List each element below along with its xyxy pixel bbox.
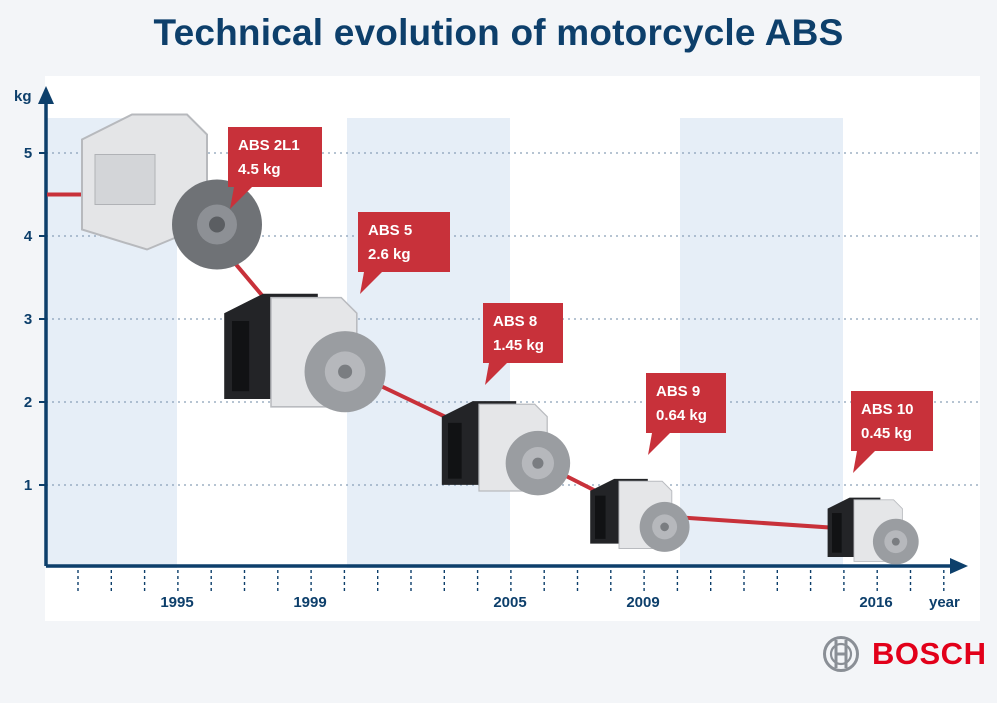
callout-pointer [360,272,382,294]
callout-box [851,391,933,451]
abs-units [81,113,919,565]
callout-weight: 0.64 kg [656,407,707,424]
callout-pointer [853,451,875,473]
callout-model: ABS 5 [368,222,412,239]
brand-name: BOSCH [872,636,987,671]
chart-title: Technical evolution of motorcycle ABS [153,12,844,53]
x-tick-labels: 1995 1999 2005 2009 2016 [160,594,892,611]
callout-box [483,303,563,363]
background-bands [45,118,843,568]
band-2 [347,118,510,568]
callout-box [646,373,726,433]
x-tick-label: 2016 [859,594,892,611]
x-axis-arrow-icon [950,558,968,574]
abs-unit-3 [441,401,571,496]
brand-logo: BOSCH [822,634,986,674]
x-minor-ticks [77,570,945,592]
band-3 [680,118,843,568]
y-tick-label: 2 [24,394,32,411]
callout-5: ABS 10 0.45 kg [851,391,933,473]
x-tick-label: 1999 [293,594,326,611]
callout-pointer [485,363,507,385]
bosch-armature-icon [823,636,859,672]
callout-model: ABS 8 [493,313,537,330]
y-tick-label: 1 [24,477,32,494]
axes [38,86,968,574]
callout-weight: 0.45 kg [861,425,912,442]
abs-unit-1 [81,113,262,270]
callout-pointer [230,187,252,209]
callout-box [358,212,450,272]
callout-weight: 4.5 kg [238,161,281,178]
x-tick-label: 2009 [626,594,659,611]
x-tick-label: 1995 [160,594,193,611]
callout-model: ABS 9 [656,383,700,400]
y-tick-label: 5 [24,145,32,162]
abs-unit-5 [827,497,919,565]
callout-weight: 2.6 kg [368,246,411,263]
x-tick-label: 2005 [493,594,526,611]
callout-4: ABS 9 0.64 kg [646,373,726,455]
callout-model: ABS 10 [861,401,914,418]
y-tick-labels: 1 2 3 4 5 [24,145,46,494]
y-axis-arrow-icon [38,86,54,104]
abs-unit-2 [224,293,386,413]
callout-box [228,127,322,187]
callout-1: ABS 2L1 4.5 kg [228,127,322,209]
callout-2: ABS 5 2.6 kg [358,212,450,294]
callout-3: ABS 8 1.45 kg [483,303,563,385]
callout-weight: 1.45 kg [493,337,544,354]
y-tick-label: 4 [24,228,33,245]
abs-unit-4 [590,478,690,552]
y-tick-label: 3 [24,311,32,328]
callout-pointer [648,433,670,455]
y-axis-label: kg [14,88,32,105]
callout-model: ABS 2L1 [238,137,300,154]
x-axis-label: year [929,594,960,611]
